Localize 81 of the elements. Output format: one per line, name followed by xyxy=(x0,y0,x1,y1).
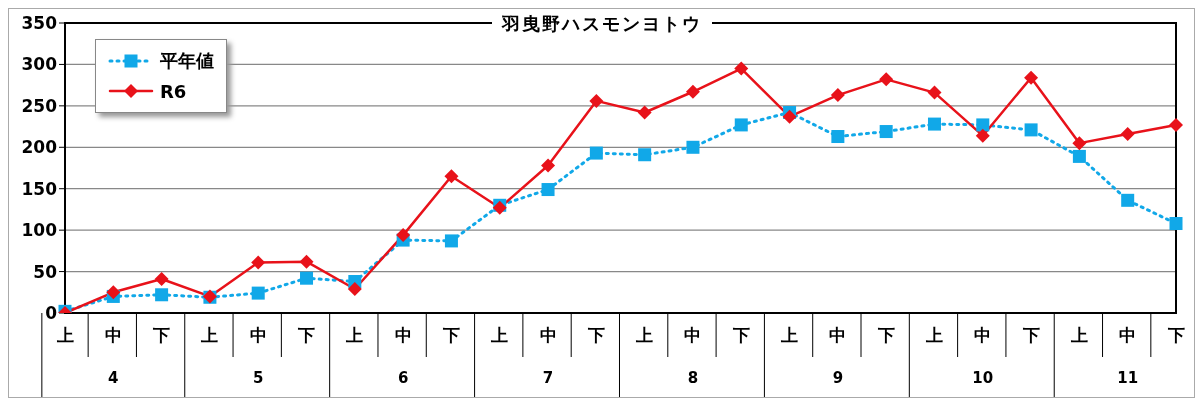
point xyxy=(347,281,362,296)
legend-label: R6 xyxy=(160,80,187,102)
point xyxy=(637,105,652,120)
x-tick-label: 下 xyxy=(1021,325,1040,345)
x-tick-label: 中 xyxy=(684,325,702,345)
point xyxy=(154,272,169,287)
point xyxy=(734,61,749,76)
point xyxy=(879,72,894,87)
point xyxy=(251,286,265,300)
point xyxy=(686,140,700,154)
x-tick-label: 中 xyxy=(1119,325,1137,345)
legend-label: 平年値 xyxy=(160,49,214,73)
x-tick-label: 下 xyxy=(1166,325,1185,345)
y-tick-label: 250 xyxy=(21,95,58,116)
point xyxy=(782,109,797,124)
point xyxy=(976,118,990,132)
x-tick-label: 上 xyxy=(1069,325,1088,345)
point xyxy=(927,117,941,131)
point xyxy=(1169,217,1183,231)
text: 9 xyxy=(832,369,844,387)
point xyxy=(396,228,411,243)
point xyxy=(927,85,942,100)
point xyxy=(444,169,459,184)
point xyxy=(589,146,603,160)
x-tick-label: 中 xyxy=(539,325,557,345)
text: 7 xyxy=(542,369,554,387)
x-tick-label: 中 xyxy=(829,325,847,345)
x-tick-label: 下 xyxy=(586,325,605,345)
y-tick-label: 100 xyxy=(21,220,58,241)
point xyxy=(444,234,458,248)
x-tick-label: 上 xyxy=(55,325,74,345)
point xyxy=(638,148,652,162)
x-tick-label: 下 xyxy=(297,325,316,345)
point xyxy=(1121,193,1135,207)
point xyxy=(734,118,748,132)
x-tick-label: 下 xyxy=(152,325,171,345)
x-tick-label: 上 xyxy=(490,325,509,345)
x-tick-label: 上 xyxy=(345,325,364,345)
x-tick-label: 中 xyxy=(104,325,122,345)
y-tick-label: 350 xyxy=(21,13,58,34)
text: 5 xyxy=(253,369,264,387)
y-tick-label: 50 xyxy=(33,261,58,282)
point xyxy=(299,254,314,269)
point xyxy=(1024,70,1039,85)
point xyxy=(830,88,845,103)
x-tick-label: 中 xyxy=(974,325,992,345)
point xyxy=(1169,117,1183,132)
point xyxy=(831,130,845,144)
point xyxy=(1072,149,1086,163)
point xyxy=(1120,127,1135,142)
text: 11 xyxy=(1117,369,1139,387)
text: 10 xyxy=(972,369,994,387)
chart-title: 羽曳野ハスモンヨトウ xyxy=(491,13,712,34)
point xyxy=(541,158,556,173)
point xyxy=(106,285,121,300)
point xyxy=(589,93,604,108)
point xyxy=(155,288,169,302)
x-tick-label: 上 xyxy=(635,325,654,345)
point xyxy=(685,84,700,99)
x-tick-label: 中 xyxy=(249,325,267,345)
text: 8 xyxy=(687,369,699,387)
point xyxy=(251,255,266,270)
point xyxy=(975,128,990,143)
point xyxy=(1072,136,1087,151)
text: 4 xyxy=(108,369,119,387)
x-tick-label: 中 xyxy=(394,325,412,345)
text: 6 xyxy=(397,369,409,387)
y-tick-label: 300 xyxy=(21,54,58,75)
point xyxy=(300,271,314,285)
x-tick-label: 下 xyxy=(876,325,895,345)
x-tick-label: 上 xyxy=(780,325,799,345)
x-tick-label: 上 xyxy=(200,325,219,345)
x-tick-label: 下 xyxy=(441,325,460,345)
point xyxy=(879,125,893,139)
point xyxy=(1024,123,1038,137)
y-tick-label: 150 xyxy=(21,178,58,199)
point xyxy=(541,183,555,197)
x-tick-label: 上 xyxy=(924,325,943,345)
y-tick-label: 0 xyxy=(45,303,58,324)
x-tick-label: 下 xyxy=(731,325,750,345)
y-tick-label: 200 xyxy=(21,137,58,158)
